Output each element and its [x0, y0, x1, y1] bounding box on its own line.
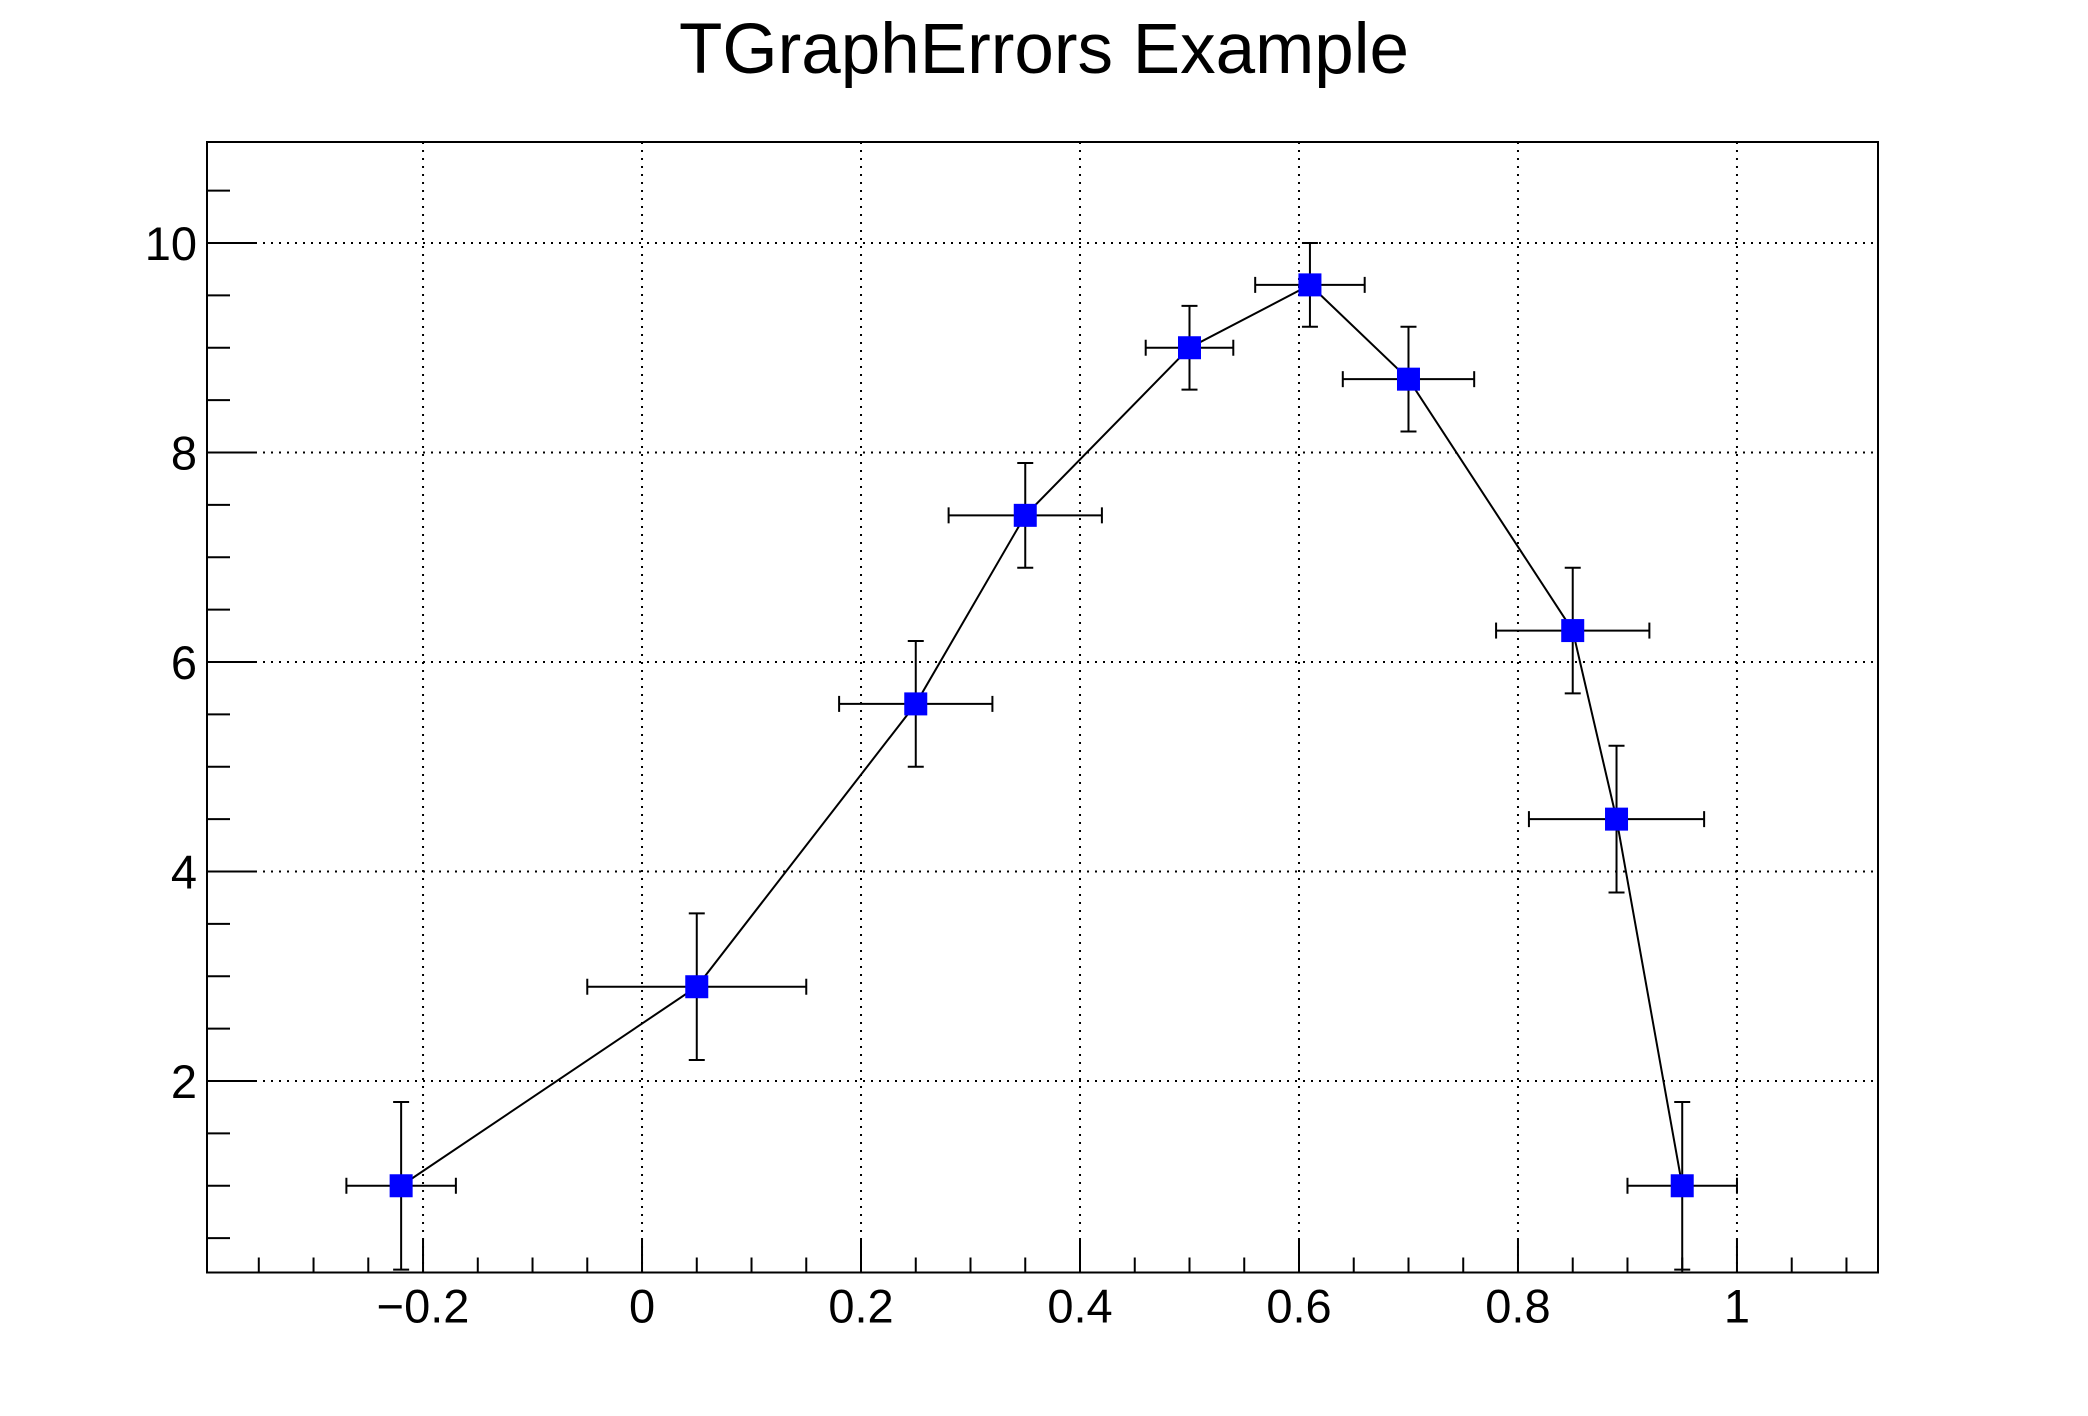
data-point-marker: [1670, 1174, 1694, 1198]
x-tick-label: 0.8: [1485, 1280, 1550, 1333]
x-tick-label: 0.6: [1266, 1280, 1331, 1333]
x-tick-label: −0.2: [377, 1280, 470, 1333]
data-point-marker: [389, 1174, 413, 1198]
data-line-group: [400, 283, 1684, 1187]
data-line: [400, 283, 1684, 1187]
x-tick-label: 0.4: [1047, 1280, 1112, 1333]
axis-ticks: [207, 189, 1848, 1273]
data-point-marker: [1298, 273, 1322, 297]
y-tick-labels: 2 4 6 8 10: [145, 217, 197, 1108]
x-tick-label: 0: [629, 1280, 655, 1333]
y-tick-label: 6: [171, 636, 197, 689]
y-tick-label: 2: [171, 1055, 197, 1108]
x-tick-labels: −0.2 0 0.2 0.4 0.6 0.8 1: [377, 1280, 1750, 1333]
data-point-marker: [1561, 619, 1585, 643]
x-tick-label: 1: [1724, 1280, 1750, 1333]
x-tick-label: 0.2: [828, 1280, 893, 1333]
grid-lines: [207, 142, 1878, 1273]
data-point-marker: [1605, 807, 1629, 831]
plot-frame: [206, 141, 1879, 1274]
data-point-marker: [1396, 367, 1420, 391]
data-point-marker: [904, 692, 928, 716]
data-markers: [389, 273, 1694, 1198]
data-point-marker: [1177, 336, 1201, 360]
y-tick-label: 4: [171, 846, 197, 899]
data-point-marker: [685, 975, 709, 999]
error-bars: [345, 241, 1738, 1271]
y-tick-label: 10: [145, 217, 197, 270]
chart-title: TGraphErrors Example: [679, 10, 1409, 89]
data-point-marker: [1013, 503, 1037, 527]
y-tick-label: 8: [171, 426, 197, 479]
